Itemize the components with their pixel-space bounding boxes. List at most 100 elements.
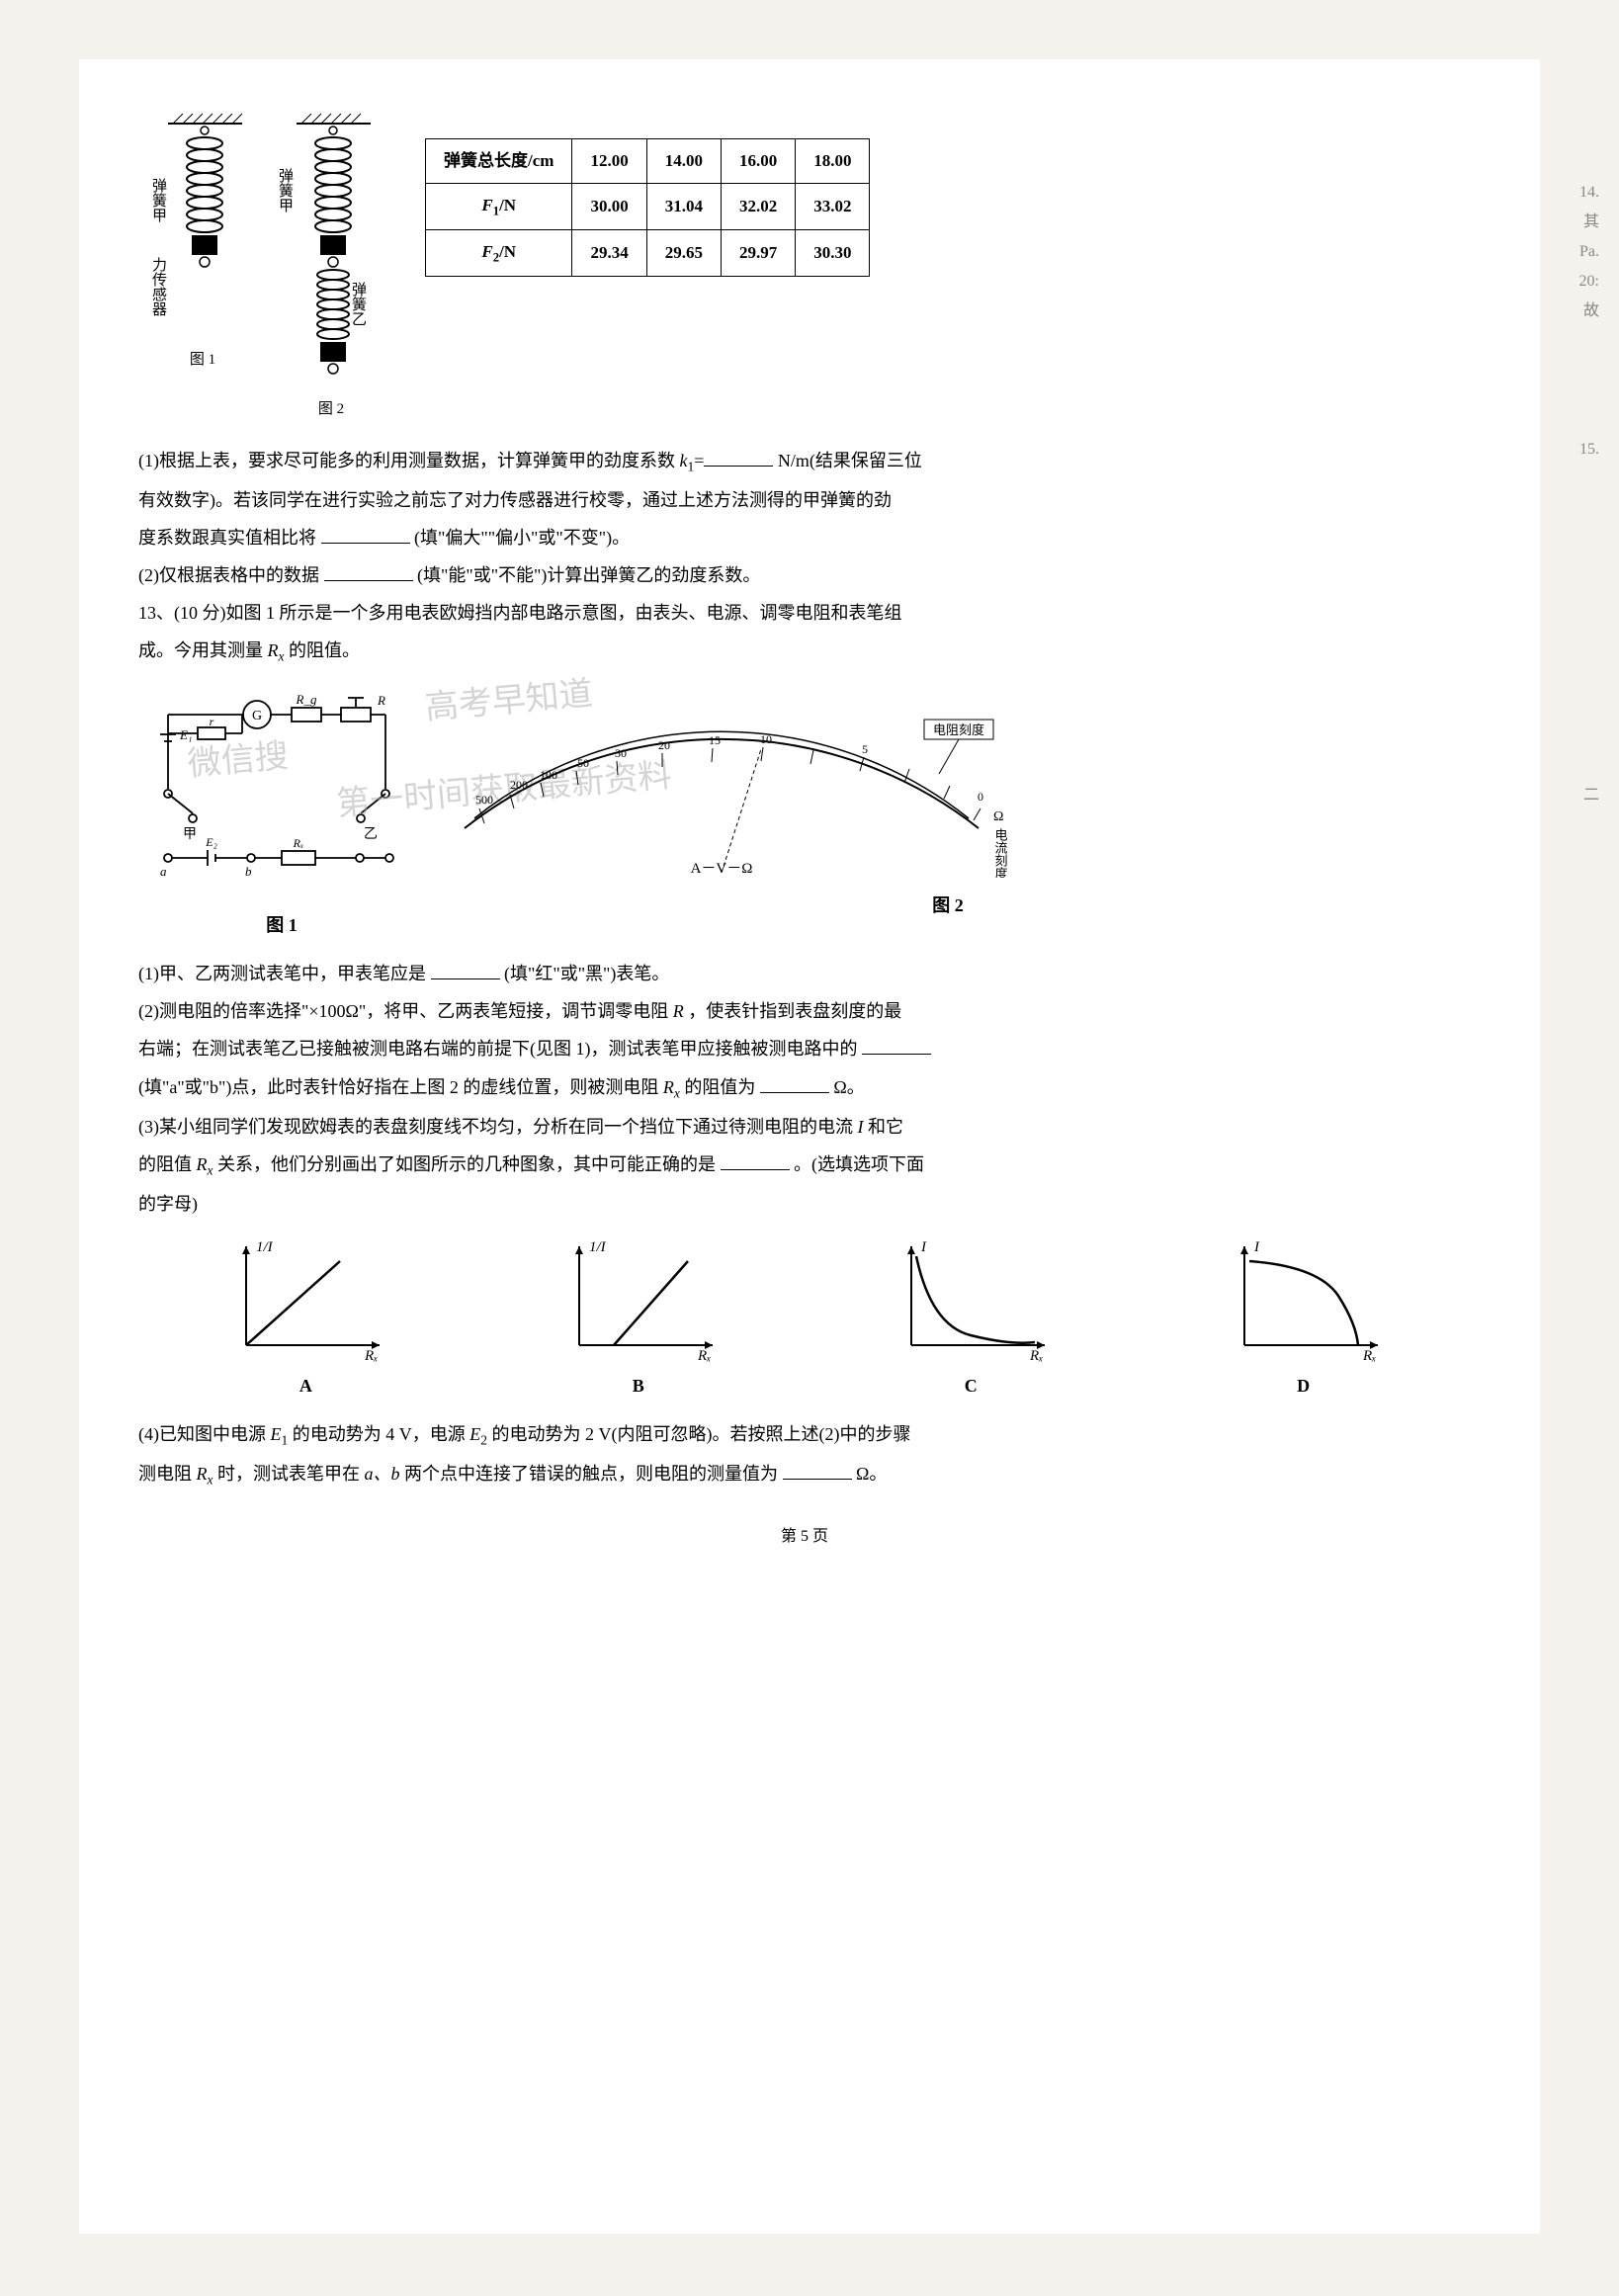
- q12-part2: (2)仅根据表格中的数据 (填"能"或"不能")计算出弹簧乙的劲度系数。: [138, 558, 1471, 592]
- q13-p1: (1)甲、乙两测试表笔中，甲表笔应是 (填"红"或"黑")表笔。: [138, 957, 1471, 990]
- svg-text:电流刻度: 电流刻度: [993, 828, 1008, 878]
- answer-blank[interactable]: [321, 526, 410, 544]
- answer-blank[interactable]: [704, 449, 773, 467]
- svg-text:30: 30: [615, 746, 627, 760]
- table-cell: 33.02: [796, 184, 870, 230]
- q13-p3-line3: 的字母): [138, 1187, 1471, 1221]
- table-header: 14.00: [646, 139, 721, 184]
- q13-intro-line1: 13、(10 分)如图 1 所示是一个多用电表欧姆挡内部电路示意图，由表头、电源…: [138, 596, 1471, 630]
- svg-text:甲: 甲: [183, 827, 197, 842]
- svg-text:I: I: [1253, 1239, 1260, 1255]
- svg-text:1/I: 1/I: [256, 1239, 274, 1255]
- table-header: 12.00: [572, 139, 646, 184]
- svg-text:b: b: [245, 864, 252, 879]
- svg-text:Rₓ: Rₓ: [697, 1348, 711, 1364]
- table-row: F2/N 29.34 29.65 29.97 30.30: [426, 229, 870, 276]
- table-header: 弹簧总长度/cm: [426, 139, 572, 184]
- svg-text:弹簧甲: 弹簧甲: [150, 178, 167, 222]
- edge-note: 故: [1583, 297, 1599, 326]
- edge-note: 14.: [1579, 178, 1599, 208]
- table-cell: 29.97: [721, 229, 795, 276]
- svg-text:Ω: Ω: [993, 809, 1003, 824]
- meter-caption: 图 2: [425, 889, 1471, 922]
- q13-p2-line2: 右端；在测试表笔乙已接触被测电路右端的前提下(见图 1)，测试表笔甲应接触被测电…: [138, 1032, 1471, 1065]
- svg-text:力传感器: 力传感器: [150, 257, 167, 316]
- svg-text:50: 50: [577, 756, 589, 770]
- graph-option-c: I Rₓ C: [813, 1236, 1129, 1403]
- svg-text:Rₓ: Rₓ: [1362, 1348, 1376, 1364]
- edge-note: 15.: [1579, 435, 1599, 465]
- q12-part1-line1: (1)根据上表，要求尽可能多的利用测量数据，计算弹簧甲的劲度系数 k1= N/m…: [138, 444, 1471, 479]
- graph-option-d: I Rₓ D: [1146, 1236, 1461, 1403]
- meter-figure-2: 500 200 100 50 30 20 15 10 5 0 Ω 电阻刻度 电流刻度 A－V…: [425, 680, 1471, 922]
- svg-text:r: r: [210, 715, 214, 728]
- edge-note: 其: [1583, 208, 1599, 237]
- svg-text:15: 15: [709, 733, 721, 747]
- graph-option-a: 1/I Rₓ A: [148, 1236, 464, 1403]
- graph-d-label: D: [1146, 1369, 1461, 1403]
- q13-p2-line3: (填"a"或"b")点，此时表针恰好指在上图 2 的虚线位置，则被测电阻 Rx …: [138, 1070, 1471, 1106]
- svg-text:Rₓ: Rₓ: [1029, 1348, 1043, 1364]
- answer-blank[interactable]: [760, 1075, 829, 1093]
- svg-text:Rₓ: Rₓ: [364, 1348, 378, 1364]
- answer-blank[interactable]: [783, 1462, 852, 1480]
- table-cell: 29.65: [646, 229, 721, 276]
- q12-part1-line2: 有效数字)。若该同学在进行实验之前忘了对力传感器进行校零，通过上述方法测得的甲弹…: [138, 483, 1471, 517]
- answer-blank[interactable]: [862, 1037, 931, 1055]
- graph-options-row: 1/I Rₓ A 1/I Rₓ B: [138, 1236, 1471, 1403]
- table-row: 弹簧总长度/cm 12.00 14.00 16.00 18.00: [426, 139, 870, 184]
- svg-text:Rₓ: Rₓ: [293, 836, 304, 850]
- spring-diagram-row: 弹簧甲 力传感器 图 1: [138, 109, 1471, 424]
- table-cell: F1/N: [426, 184, 572, 230]
- graph-c-label: C: [813, 1369, 1129, 1403]
- svg-text:10: 10: [760, 732, 772, 746]
- svg-text:a: a: [160, 864, 167, 879]
- svg-text:20: 20: [658, 738, 670, 752]
- graph-a-label: A: [148, 1369, 464, 1403]
- svg-text:E₁: E₁: [179, 727, 192, 742]
- spring-figure-1: 弹簧甲 力传感器 图 1: [138, 109, 267, 375]
- svg-text:0: 0: [978, 790, 983, 804]
- q13-p3-line1: (3)某小组同学们发现欧姆表的表盘刻度线不均匀，分析在同一个挡位下通过待测电阻的…: [138, 1110, 1471, 1144]
- svg-text:100: 100: [540, 768, 557, 782]
- table-cell: F2/N: [426, 229, 572, 276]
- graph-option-b: 1/I Rₓ B: [480, 1236, 796, 1403]
- q13-p3-line2: 的阻值 Rx 关系，他们分别画出了如图所示的几种图象，其中可能正确的是 。(选填…: [138, 1148, 1471, 1183]
- answer-blank[interactable]: [324, 563, 413, 581]
- svg-text:R: R: [377, 693, 385, 708]
- svg-text:弹簧甲: 弹簧甲: [277, 168, 294, 213]
- table-cell: 31.04: [646, 184, 721, 230]
- svg-text:电阻刻度: 电阻刻度: [933, 723, 984, 737]
- edge-note: Pa.: [1579, 237, 1599, 267]
- edge-note: 20:: [1579, 267, 1599, 297]
- table-cell: 29.34: [572, 229, 646, 276]
- q12-part1-line3: 度系数跟真实值相比将 (填"偏大""偏小"或"不变")。: [138, 521, 1471, 554]
- circuit-figure-1: G R_g R E₁ r: [138, 680, 425, 942]
- table-header: 16.00: [721, 139, 795, 184]
- q13-intro-line2: 成。今用其测量 Rx 的阻值。: [138, 634, 1471, 669]
- svg-text:乙: 乙: [364, 826, 378, 842]
- table-header: 18.00: [796, 139, 870, 184]
- graph-b-label: B: [480, 1369, 796, 1403]
- svg-text:500: 500: [475, 793, 493, 807]
- circuit-caption: 图 1: [138, 908, 425, 942]
- svg-text:I: I: [920, 1239, 927, 1255]
- edge-note: 二: [1583, 781, 1599, 810]
- svg-text:5: 5: [862, 742, 868, 756]
- svg-text:R_g: R_g: [296, 692, 317, 707]
- q13-p2-line1: (2)测电阻的倍率选择"×100Ω"，将甲、乙两表笔短接，调节调零电阻 R ，使…: [138, 994, 1471, 1028]
- fig2-caption: 图 2: [272, 395, 390, 424]
- page-number: 第 5 页: [138, 1522, 1471, 1552]
- svg-text:弹簧乙: 弹簧乙: [350, 282, 367, 326]
- svg-text:200: 200: [510, 778, 528, 792]
- table-row: F1/N 30.00 31.04 32.02 33.02: [426, 184, 870, 230]
- table-cell: 30.30: [796, 229, 870, 276]
- fig1-caption: 图 1: [143, 346, 262, 375]
- svg-text:A－V－Ω: A－V－Ω: [691, 861, 753, 877]
- answer-blank[interactable]: [721, 1152, 790, 1170]
- svg-text:G: G: [252, 709, 262, 723]
- answer-blank[interactable]: [431, 962, 500, 979]
- exam-page: 14. 其 Pa. 20: 故 15. 二: [79, 59, 1540, 2234]
- svg-text:E₂: E₂: [205, 835, 217, 849]
- circuit-meter-row: 高考早知道 微信搜 第一时间获取最新资料 G R_g R: [138, 680, 1471, 942]
